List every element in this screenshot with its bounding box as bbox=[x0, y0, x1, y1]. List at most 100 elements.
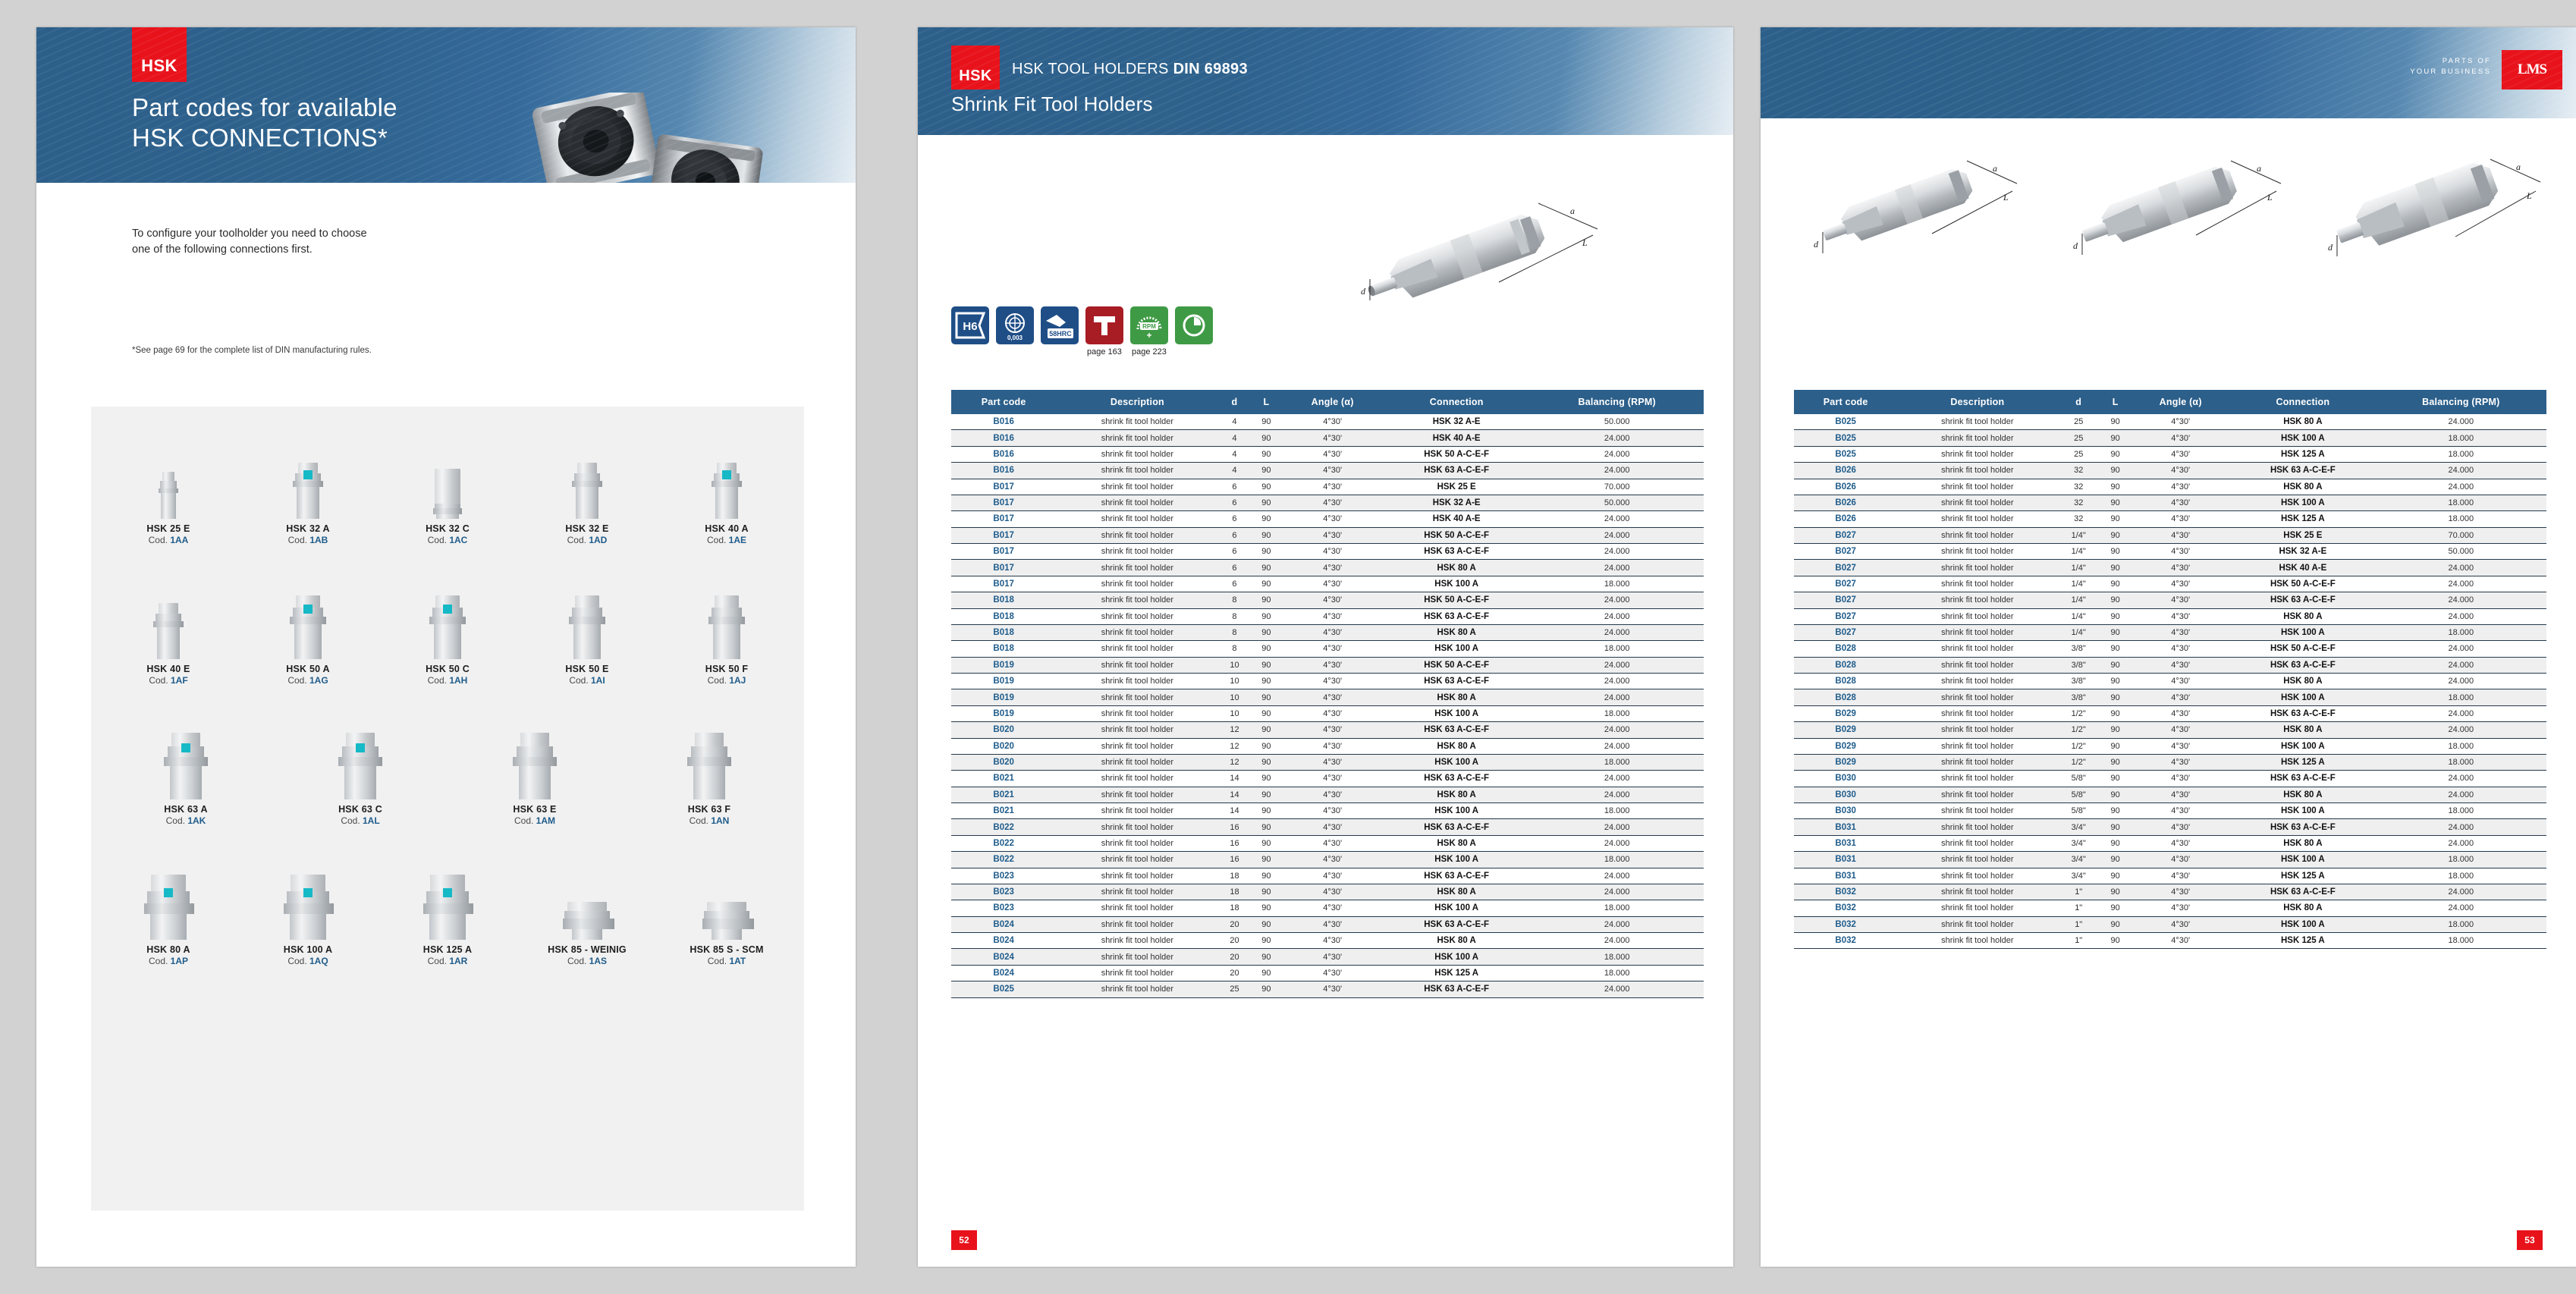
connection-card[interactable]: HSK 40 E Cod. 1AF bbox=[99, 547, 238, 687]
connection-card[interactable]: HSK 80 A Cod. 1AP bbox=[99, 828, 238, 968]
table-row[interactable]: B021 shrink fit tool holder 14 90 4°30' HSK 1… bbox=[950, 802, 1704, 820]
table-row[interactable]: B018 shrink fit tool holder 8 90 4°30' HSK 10… bbox=[950, 640, 1704, 658]
table-row[interactable]: B027 shrink fit tool holder 1/4" 90 4°30' HSK… bbox=[1793, 576, 2546, 593]
cell-c-l: 90 bbox=[2099, 868, 2131, 884]
connection-card[interactable]: HSK 85 S - SCM Cod. 1AT bbox=[657, 828, 796, 968]
table-row[interactable]: B022 shrink fit tool holder 16 90 4°30' HSK 8… bbox=[950, 835, 1704, 853]
table-row[interactable]: B019 shrink fit tool holder 10 90 4°30' HSK 6… bbox=[950, 673, 1704, 690]
table-row[interactable]: B025 shrink fit tool holder 25 90 4°30' HSK 1… bbox=[1793, 446, 2546, 463]
connection-card[interactable]: HSK 85 - WEINIG Cod. 1AS bbox=[517, 828, 657, 968]
table-row[interactable]: B024 shrink fit tool holder 20 90 4°30' HSK 1… bbox=[950, 965, 1704, 982]
table-row[interactable]: B017 shrink fit tool holder 6 90 4°30' HSK 40… bbox=[950, 510, 1704, 528]
table-row[interactable]: B017 shrink fit tool holder 6 90 4°30' HSK 50… bbox=[950, 527, 1704, 545]
table-row[interactable]: B021 shrink fit tool holder 14 90 4°30' HSK 6… bbox=[950, 770, 1704, 787]
table-row[interactable]: B029 shrink fit tool holder 1/2" 90 4°30' HSK… bbox=[1793, 705, 2546, 723]
table-row[interactable]: B018 shrink fit tool holder 8 90 4°30' HSK 50… bbox=[950, 592, 1704, 609]
cell-c-angle: 4°30' bbox=[2131, 543, 2231, 561]
table-row[interactable]: B024 shrink fit tool holder 20 90 4°30' HSK 6… bbox=[950, 916, 1704, 934]
drawing-label-d: d bbox=[1361, 286, 1366, 297]
table-row[interactable]: B028 shrink fit tool holder 3/8" 90 4°30' HSK… bbox=[1793, 689, 2546, 706]
table-row[interactable]: B031 shrink fit tool holder 3/4" 90 4°30' HSK… bbox=[1793, 851, 2546, 868]
connection-card[interactable]: HSK 50 C Cod. 1AH bbox=[378, 547, 517, 687]
cell-c-l: 90 bbox=[2099, 673, 2131, 690]
table-row[interactable]: B022 shrink fit tool holder 16 90 4°30' HSK 6… bbox=[950, 818, 1704, 836]
cell-c-l: 90 bbox=[2099, 787, 2131, 804]
table-row[interactable]: B026 shrink fit tool holder 32 90 4°30' HSK 1… bbox=[1793, 510, 2546, 528]
table-row[interactable]: B024 shrink fit tool holder 20 90 4°30' HSK 8… bbox=[950, 932, 1704, 950]
table-row[interactable]: B017 shrink fit tool holder 6 90 4°30' HSK 10… bbox=[950, 576, 1704, 593]
connection-card[interactable]: HSK 63 F Cod. 1AN bbox=[622, 687, 796, 828]
table-row[interactable]: B032 shrink fit tool holder 1" 90 4°30' HSK 6… bbox=[1793, 884, 2546, 901]
table-row[interactable]: B030 shrink fit tool holder 5/8" 90 4°30' HSK… bbox=[1793, 770, 2546, 787]
table-row[interactable]: B017 shrink fit tool holder 6 90 4°30' HSK 25… bbox=[950, 479, 1704, 495]
table-row[interactable]: B031 shrink fit tool holder 3/4" 90 4°30' HSK… bbox=[1793, 835, 2546, 853]
connection-card[interactable]: HSK 25 E Cod. 1AA bbox=[99, 407, 238, 547]
table-row[interactable]: B030 shrink fit tool holder 5/8" 90 4°30' HSK… bbox=[1793, 787, 2546, 804]
table-row[interactable]: B016 shrink fit tool holder 4 90 4°30' HSK 32… bbox=[950, 414, 1704, 431]
table-row[interactable]: B027 shrink fit tool holder 1/4" 90 4°30' HSK… bbox=[1793, 559, 2546, 576]
table-row[interactable]: B025 shrink fit tool holder 25 90 4°30' HSK 8… bbox=[1793, 414, 2546, 431]
table-row[interactable]: B021 shrink fit tool holder 14 90 4°30' HSK 8… bbox=[950, 787, 1704, 804]
table-row[interactable]: B020 shrink fit tool holder 12 90 4°30' HSK 8… bbox=[950, 738, 1704, 755]
table-row[interactable]: B032 shrink fit tool holder 1" 90 4°30' HSK 1… bbox=[1793, 932, 2546, 950]
table-row[interactable]: B019 shrink fit tool holder 10 90 4°30' HSK 8… bbox=[950, 689, 1704, 706]
table-row[interactable]: B016 shrink fit tool holder 4 90 4°30' HSK 40… bbox=[950, 429, 1704, 447]
table-row[interactable]: B029 shrink fit tool holder 1/2" 90 4°30' HSK… bbox=[1793, 754, 2546, 771]
table-row[interactable]: B016 shrink fit tool holder 4 90 4°30' HSK 50… bbox=[950, 446, 1704, 463]
table-row[interactable]: B031 shrink fit tool holder 3/4" 90 4°30' HSK… bbox=[1793, 818, 2546, 836]
table-row[interactable]: B028 shrink fit tool holder 3/8" 90 4°30' HSK… bbox=[1793, 640, 2546, 658]
table-row[interactable]: B029 shrink fit tool holder 1/2" 90 4°30' HSK… bbox=[1793, 738, 2546, 755]
table-row[interactable]: B027 shrink fit tool holder 1/4" 90 4°30' HSK… bbox=[1793, 608, 2546, 625]
table-row[interactable]: B028 shrink fit tool holder 3/8" 90 4°30' HSK… bbox=[1793, 657, 2546, 674]
table-row[interactable]: B023 shrink fit tool holder 18 90 4°30' HSK 1… bbox=[950, 900, 1704, 917]
connection-card[interactable]: HSK 32 E Cod. 1AD bbox=[517, 407, 657, 547]
table-row[interactable]: B017 shrink fit tool holder 6 90 4°30' HSK 80… bbox=[950, 559, 1704, 576]
table-row[interactable]: B022 shrink fit tool holder 16 90 4°30' HSK 1… bbox=[950, 851, 1704, 868]
cell-c-bal: 50.000 bbox=[1530, 495, 1704, 512]
connection-card[interactable]: HSK 32 A Cod. 1AB bbox=[238, 407, 378, 547]
table-row[interactable]: B027 shrink fit tool holder 1/4" 90 4°30' HSK… bbox=[1793, 592, 2546, 609]
table-row[interactable]: B029 shrink fit tool holder 1/2" 90 4°30' HSK… bbox=[1793, 721, 2546, 739]
table-row[interactable]: B026 shrink fit tool holder 32 90 4°30' HSK 6… bbox=[1793, 462, 2546, 479]
table-row[interactable]: B016 shrink fit tool holder 4 90 4°30' HSK 63… bbox=[950, 462, 1704, 479]
table-row[interactable]: B027 shrink fit tool holder 1/4" 90 4°30' HSK… bbox=[1793, 624, 2546, 642]
table-row[interactable]: B028 shrink fit tool holder 3/8" 90 4°30' HSK… bbox=[1793, 673, 2546, 690]
table-row[interactable]: B026 shrink fit tool holder 32 90 4°30' HSK 8… bbox=[1793, 479, 2546, 495]
connection-card[interactable]: HSK 40 A Cod. 1AE bbox=[657, 407, 796, 547]
connection-card[interactable]: HSK 63 E Cod. 1AM bbox=[448, 687, 622, 828]
table-row[interactable]: B018 shrink fit tool holder 8 90 4°30' HSK 63… bbox=[950, 608, 1704, 625]
table-row[interactable]: B026 shrink fit tool holder 32 90 4°30' HSK 1… bbox=[1793, 495, 2546, 512]
table-row[interactable]: B018 shrink fit tool holder 8 90 4°30' HSK 80… bbox=[950, 624, 1704, 642]
cell-c-angle: 4°30' bbox=[1282, 640, 1383, 658]
table-row[interactable]: B030 shrink fit tool holder 5/8" 90 4°30' HSK… bbox=[1793, 802, 2546, 820]
connection-card[interactable]: HSK 32 C Cod. 1AC bbox=[378, 407, 517, 547]
cell-c-part: B030 bbox=[1793, 787, 1898, 804]
table-row[interactable]: B017 shrink fit tool holder 6 90 4°30' HSK 63… bbox=[950, 543, 1704, 561]
table-row[interactable]: B025 shrink fit tool holder 25 90 4°30' HSK 6… bbox=[950, 981, 1704, 998]
connection-card[interactable]: HSK 50 A Cod. 1AG bbox=[238, 547, 378, 687]
connection-card[interactable]: HSK 63 C Cod. 1AL bbox=[273, 687, 448, 828]
table-row[interactable]: B017 shrink fit tool holder 6 90 4°30' HSK 32… bbox=[950, 495, 1704, 512]
table-row[interactable]: B024 shrink fit tool holder 20 90 4°30' HSK 1… bbox=[950, 948, 1704, 966]
connection-card[interactable]: HSK 63 A Cod. 1AK bbox=[99, 687, 273, 828]
table-row[interactable]: B020 shrink fit tool holder 12 90 4°30' HSK 1… bbox=[950, 754, 1704, 771]
cell-c-d: 18 bbox=[1218, 868, 1251, 884]
connection-card[interactable]: HSK 100 A Cod. 1AQ bbox=[238, 828, 378, 968]
table-row[interactable]: B019 shrink fit tool holder 10 90 4°30' HSK 5… bbox=[950, 657, 1704, 674]
table-row[interactable]: B032 shrink fit tool holder 1" 90 4°30' HSK 1… bbox=[1793, 916, 2546, 934]
cell-c-d: 6 bbox=[1218, 510, 1251, 528]
table-row[interactable]: B031 shrink fit tool holder 3/4" 90 4°30' HSK… bbox=[1793, 868, 2546, 884]
table-row[interactable]: B020 shrink fit tool holder 12 90 4°30' HSK 6… bbox=[950, 721, 1704, 739]
table-row[interactable]: B032 shrink fit tool holder 1" 90 4°30' HSK 8… bbox=[1793, 900, 2546, 917]
table-row[interactable]: B025 shrink fit tool holder 25 90 4°30' HSK 1… bbox=[1793, 429, 2546, 447]
table-row[interactable]: B023 shrink fit tool holder 18 90 4°30' HSK 6… bbox=[950, 868, 1704, 884]
connection-card[interactable]: HSK 50 F Cod. 1AJ bbox=[657, 547, 796, 687]
cell-c-l: 90 bbox=[2099, 721, 2131, 739]
table-row[interactable]: B019 shrink fit tool holder 10 90 4°30' HSK 1… bbox=[950, 705, 1704, 723]
connection-card[interactable]: HSK 125 A Cod. 1AR bbox=[378, 828, 517, 968]
table-row[interactable]: B027 shrink fit tool holder 1/4" 90 4°30' HSK… bbox=[1793, 543, 2546, 561]
connection-card[interactable]: HSK 50 E Cod. 1AI bbox=[517, 547, 657, 687]
shrink-fit-table-page52: Part code Description d L Angle (α) Connectio… bbox=[950, 390, 1704, 998]
table-row[interactable]: B027 shrink fit tool holder 1/4" 90 4°30' HSK… bbox=[1793, 527, 2546, 545]
table-row[interactable]: B023 shrink fit tool holder 18 90 4°30' HSK 8… bbox=[950, 884, 1704, 901]
